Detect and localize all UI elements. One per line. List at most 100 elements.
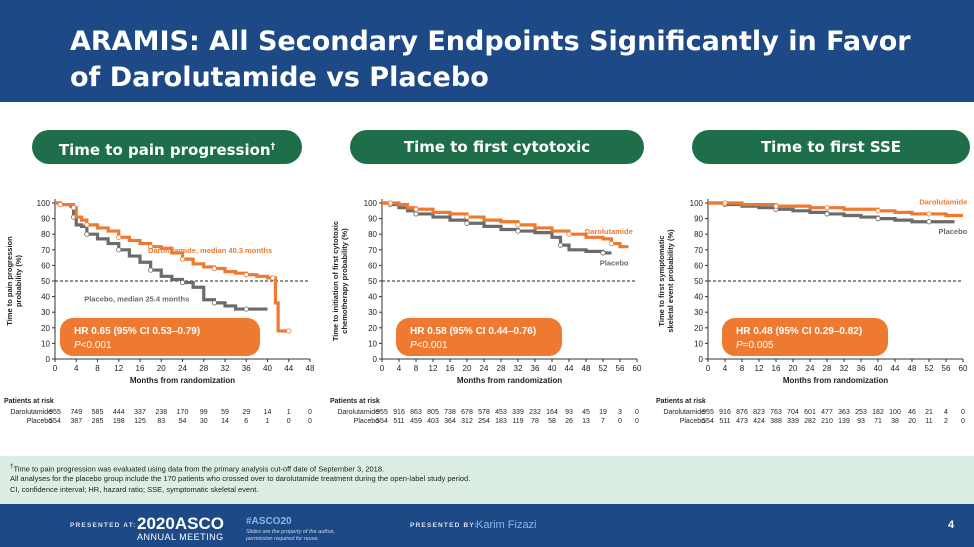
risk-value: 11 [925,418,932,425]
x-tick-label: 56 [942,364,951,373]
risk-value: 578 [478,409,490,416]
risk-value: 29 [242,409,250,416]
x-tick-label: 32 [514,364,523,373]
y-tick-label: 10 [41,339,50,348]
risk-value: 337 [134,409,146,416]
footnote-3: CI, confidence interval; HR, hazard rati… [10,485,259,494]
censor-mark [722,200,728,206]
y-axis-label: probability (%) [14,254,23,307]
censor-mark [464,214,470,220]
title-mark: † [270,142,276,152]
risk-row-label: Placebo [680,418,705,425]
p-prefix: P [74,340,81,351]
y-tick-label: 90 [41,215,50,224]
p-value-text: P<0.001 [410,340,448,351]
risk-value: 339 [787,418,799,425]
x-tick-label: 36 [857,364,866,373]
x-tick-label: 12 [755,364,764,373]
risk-value: 93 [857,418,865,425]
asco-name: ASCO [174,514,224,533]
risk-value: 444 [113,409,125,416]
risk-value: 763 [770,409,782,416]
censor-mark [515,222,521,228]
km-curve-darolutamide [55,201,289,333]
risk-value: 6 [244,418,248,425]
footnote-1: †Time to pain progression was evaluated … [10,463,384,474]
risk-value: 364 [444,418,456,425]
censor-mark [600,250,606,256]
risk-value: 282 [804,418,816,425]
risk-row-label: Placebo [27,418,52,425]
asco-year: 2020 [137,514,175,533]
risk-value: 99 [200,409,208,416]
x-tick-label: 60 [959,364,968,373]
risk-value: 0 [635,409,639,416]
p-value-text: P=0.005 [736,340,774,351]
risk-value: 100 [889,409,901,416]
chart-panel-chemo: Time to first cytotoxic chemotherapy 0 10… [326,118,646,453]
x-tick-label: 56 [616,364,625,373]
risk-value: 125 [134,418,146,425]
risk-value: 738 [444,409,456,416]
censor-mark [566,231,572,237]
x-tick-label: 20 [157,364,166,373]
risk-value: 955 [702,409,714,416]
hr-box [722,318,888,356]
x-tick-label: 52 [599,364,608,373]
y-tick-label: 80 [368,230,377,239]
chart-title-pill: Time to pain progression† [32,130,302,164]
chart-title-pill: Time to first SSE [692,130,970,164]
risk-value: 955 [49,409,61,416]
footnote-mark: † [10,463,14,470]
risk-value: 285 [92,418,104,425]
risk-value: 198 [113,418,125,425]
censor-mark [773,203,779,209]
censor-mark [875,216,881,222]
y-tick-label: 40 [694,293,703,302]
risk-value: 704 [787,409,799,416]
risk-value: 916 [393,409,405,416]
series-label-darolutamide: Darolutamide, median 40.3 months [148,246,272,255]
risk-value: 0 [961,409,965,416]
risk-value: 1 [287,409,291,416]
y-tick-label: 100 [364,199,378,208]
risk-value: 71 [874,418,882,425]
x-tick-label: 40 [263,364,272,373]
risk-value: 601 [804,409,816,416]
chart-panel-pain: Time to pain progression† 0 10 20 30 40 50 60 7… [0,118,320,453]
risk-value: 238 [155,409,167,416]
y-tick-label: 60 [368,261,377,270]
x-tick-label: 8 [414,364,419,373]
censor-mark [57,201,63,208]
y-tick-label: 50 [694,277,703,286]
x-tick-label: 16 [446,364,455,373]
risk-value: 554 [702,418,714,425]
risk-value: 7 [601,418,605,425]
risk-value: 13 [582,418,590,425]
x-tick-label: 32 [840,364,849,373]
censor-mark [875,208,881,214]
x-tick-label: 0 [53,364,58,373]
risk-value: 387 [70,418,82,425]
risk-value: 863 [410,409,422,416]
y-tick-label: 70 [694,246,703,255]
x-tick-label: 24 [806,364,815,373]
risk-value: 2 [944,418,948,425]
risk-value: 21 [925,409,933,416]
x-tick-label: 28 [497,364,506,373]
censor-mark [243,272,249,278]
censor-mark [413,206,419,212]
risk-value: 749 [70,409,82,416]
risk-value: 93 [565,409,573,416]
risk-value: 511 [393,418,404,425]
x-tick-label: 60 [633,364,642,373]
censor-mark [824,205,830,211]
risk-value: 477 [821,409,833,416]
y-tick-label: 90 [694,215,703,224]
y-tick-label: 30 [368,308,377,317]
censor-mark [464,220,470,226]
slide-footer: PRESENTED AT: 2020ASCO ANNUAL MEETING #A… [0,504,974,547]
y-tick-label: 20 [694,324,703,333]
x-tick-label: 44 [284,364,293,373]
